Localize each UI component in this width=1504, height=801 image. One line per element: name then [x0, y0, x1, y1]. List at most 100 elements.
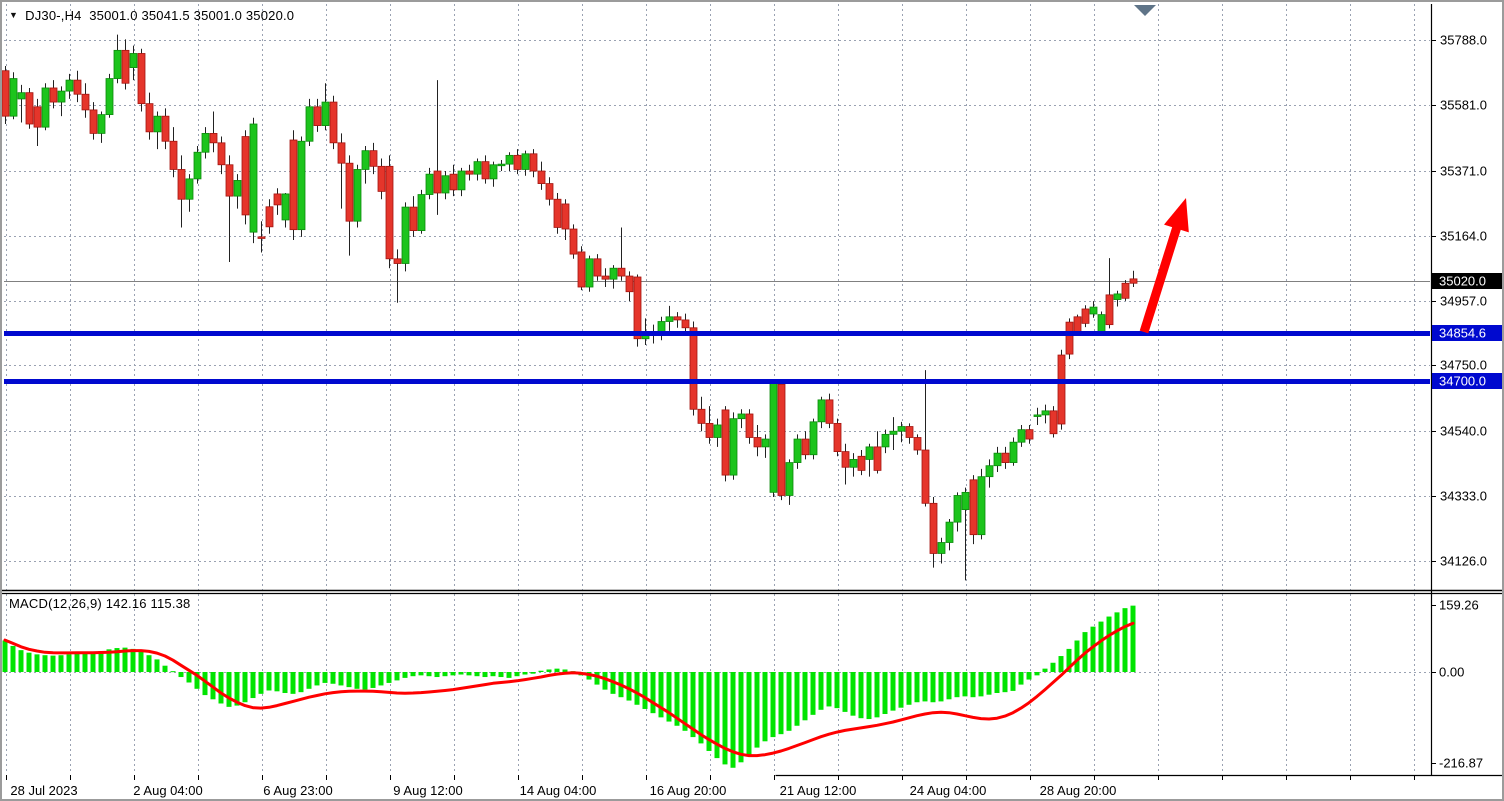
candle — [489, 161, 498, 187]
candle — [825, 393, 834, 429]
bull-candle-body — [865, 446, 874, 460]
bear-candle-body — [825, 399, 834, 424]
time-axis-label: 16 Aug 20:00 — [650, 783, 727, 798]
macd-bar — [938, 672, 944, 702]
support-line[interactable] — [4, 379, 1430, 384]
candle — [473, 158, 482, 181]
macd-bar — [330, 672, 336, 684]
ohlc-quote-text: DJ30-,H4 35001.0 35041.5 35001.0 35020.0 — [25, 8, 295, 23]
bear-candle-body — [273, 193, 282, 206]
bear-candle-body — [1025, 429, 1034, 440]
candle — [393, 249, 402, 303]
macd-bar — [530, 672, 536, 674]
bear-candle-body — [209, 133, 218, 144]
candle — [425, 167, 434, 200]
candle — [1001, 446, 1010, 469]
macd-bar — [1050, 662, 1056, 672]
candle — [529, 149, 538, 178]
macd-bar — [738, 672, 744, 763]
candle — [193, 145, 202, 184]
macd-bar — [442, 672, 448, 677]
macd-bar — [1114, 612, 1120, 672]
candle — [553, 192, 562, 234]
bear-candle-body — [1001, 452, 1010, 463]
price-axis-label: 34957.0 — [1440, 294, 1487, 309]
candle — [585, 255, 594, 292]
candle — [785, 459, 794, 505]
candle — [705, 406, 714, 444]
macd-bar — [1042, 668, 1048, 672]
macd-bar — [1074, 640, 1080, 672]
candle — [129, 45, 138, 81]
macd-bar — [594, 672, 600, 685]
candle — [521, 150, 530, 176]
candle — [505, 152, 514, 172]
candle — [305, 98, 314, 146]
macd-bar — [50, 655, 56, 672]
macd-bar — [450, 672, 456, 676]
macd-bar — [874, 672, 880, 718]
bull-candle-body — [361, 150, 370, 170]
bear-candle-body — [801, 438, 810, 456]
resistance-line[interactable] — [4, 331, 1430, 336]
bear-candle-body — [593, 258, 602, 277]
candle — [673, 312, 682, 328]
candle — [177, 155, 186, 228]
bull-candle-body — [353, 169, 362, 222]
candle — [65, 73, 74, 99]
bull-candle-body — [849, 459, 858, 468]
macd-bar — [930, 672, 936, 703]
candle — [929, 497, 938, 568]
time-axis[interactable]: 28 Jul 2023 2 Aug 04:00 6 Aug 23:00 9 Aug 1… — [6, 775, 1415, 798]
candle — [1033, 407, 1042, 425]
trend-arrow[interactable] — [1139, 198, 1189, 334]
candle — [33, 98, 42, 146]
candle — [753, 424, 762, 457]
bear-candle-body — [705, 422, 714, 438]
bear-candle-body — [745, 413, 754, 438]
candle — [601, 268, 610, 288]
bear-candle-body — [921, 449, 930, 504]
candle — [361, 145, 370, 184]
macd-bar — [122, 647, 128, 672]
candle — [945, 518, 954, 551]
candle — [545, 177, 554, 206]
bear-candle-body — [969, 479, 978, 536]
bull-candle-body — [521, 153, 530, 170]
bull-candle-body — [41, 87, 50, 128]
bear-candle-body — [337, 142, 346, 164]
bear-candle-body — [73, 79, 82, 95]
bear-candle-body — [537, 170, 546, 184]
candle — [441, 171, 450, 200]
chart-shift-marker-icon[interactable] — [1134, 5, 1156, 16]
macd-bar — [82, 653, 88, 672]
macd-bar — [202, 672, 208, 696]
macd-bar — [170, 671, 176, 673]
macd-bar — [10, 645, 16, 672]
macd-bar — [66, 654, 72, 672]
candle — [105, 73, 114, 118]
bear-candle-body — [465, 170, 474, 175]
candle — [849, 453, 858, 477]
macd-bar — [746, 672, 752, 756]
candle — [537, 161, 546, 190]
macd-bar — [434, 672, 440, 678]
bear-candle-body — [89, 109, 98, 134]
bull-candle-body — [985, 465, 994, 478]
bull-candle-body — [489, 164, 498, 180]
time-axis-label: 6 Aug 23:00 — [263, 783, 332, 798]
candle — [953, 492, 962, 532]
price-axis-label: 35788.0 — [1440, 33, 1487, 48]
bear-candle-body — [369, 150, 378, 167]
price-axis[interactable]: 35788.0 35581.0 35371.0 35164.0 34957.0 34750… — [1431, 33, 1504, 771]
macd-bar — [778, 672, 784, 735]
dropdown-triangle-icon[interactable]: ▼ — [9, 10, 19, 20]
bull-candle-body — [193, 151, 202, 180]
bear-candle-body — [1081, 308, 1090, 324]
candle — [81, 83, 90, 118]
candle — [241, 130, 250, 225]
candle — [777, 381, 786, 501]
bull-candle-body — [57, 90, 66, 103]
candle — [617, 227, 626, 281]
